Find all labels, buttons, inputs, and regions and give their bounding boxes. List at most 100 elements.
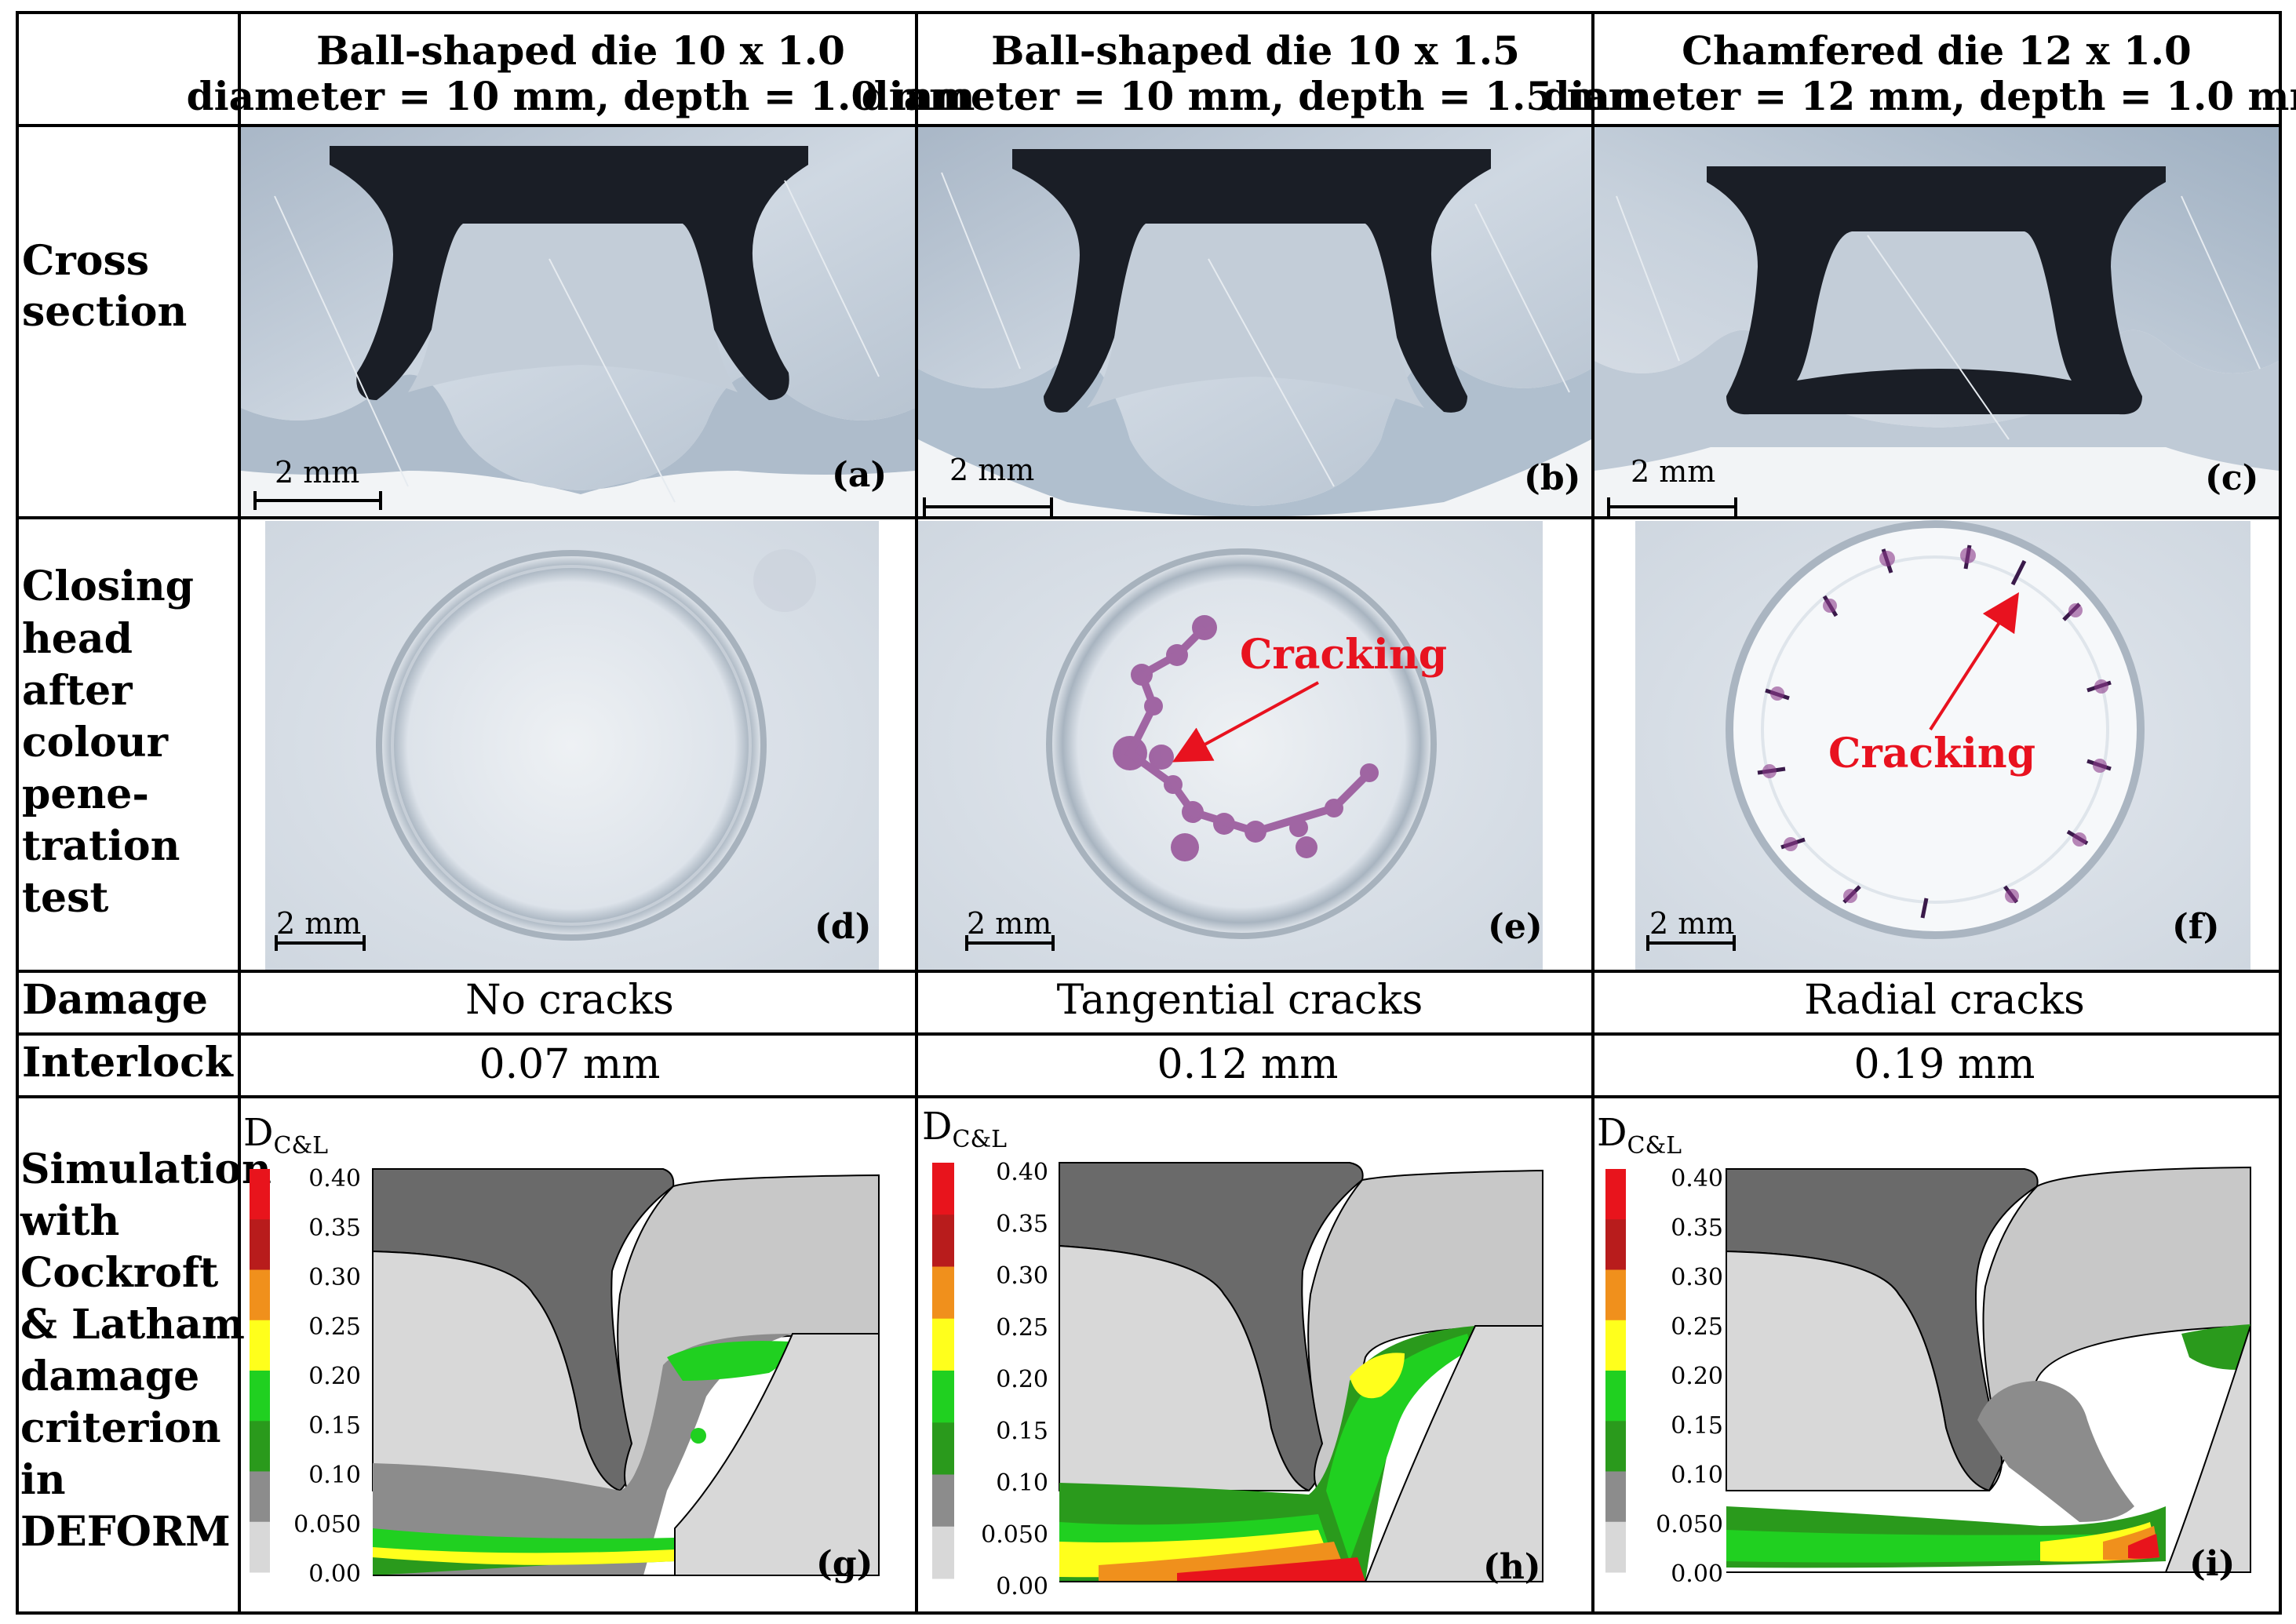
- dye-stain: [1113, 615, 1379, 861]
- row-label-sim-8: DEFORM: [20, 1508, 231, 1556]
- row-label-sim-6: criterion: [20, 1404, 221, 1452]
- legend-swatch: [1605, 1421, 1626, 1472]
- legend-swatch: [250, 1421, 270, 1472]
- scale-bar-label-d: 2 mm: [276, 906, 361, 941]
- simulation-panel-i: DC&L 0.40 0.35 0.30 0.25 0.20 0.15 0.10 0.050 0.…: [1597, 1111, 2251, 1588]
- header-title-2: Ball-shaped die 10 x 1.5: [991, 27, 1520, 74]
- legend-tick-label: 0.25: [996, 1314, 1048, 1342]
- legend-swatch: [932, 1422, 954, 1475]
- legend-swatch: [250, 1219, 270, 1270]
- legend-swatch: [1605, 1371, 1626, 1422]
- cross-section-image-a: 2 mm (a): [241, 127, 915, 516]
- closing-head-image-d: 2 mm (d): [265, 521, 879, 970]
- row-label-damage: Damage: [22, 976, 208, 1024]
- row-label-cross-2: section: [22, 288, 187, 336]
- legend-tick-label: 0.10: [308, 1462, 361, 1489]
- crack-arrow-e: [1172, 681, 1319, 763]
- header-subtitle-3: diameter = 12 mm, depth = 1.0 mm: [1543, 73, 2296, 119]
- panel-label-g: (g): [816, 1544, 873, 1584]
- legend-tick-label: 0.35: [996, 1211, 1048, 1238]
- panel-label-b: (b): [1524, 458, 1580, 498]
- legend-tick-label: 0.30: [308, 1264, 361, 1291]
- legend-tick-label: 0.20: [1671, 1363, 1723, 1390]
- cracking-label-e: Cracking: [1240, 631, 1447, 679]
- legend-tick-label: 0.30: [996, 1262, 1048, 1290]
- panel-label-a: (a): [832, 455, 887, 495]
- legend-swatch: [250, 1169, 270, 1220]
- scale-bar-label-a: 2 mm: [275, 455, 359, 490]
- header-title-1: Ball-shaped die 10 x 1.0: [316, 27, 845, 74]
- row-label-cross-1: Cross: [22, 237, 149, 285]
- legend-swatch: [1605, 1471, 1626, 1523]
- interlock-value-3: 0.19 mm: [1854, 1041, 2035, 1088]
- panel-label-h: (h): [1483, 1547, 1541, 1587]
- crack-arrow-f: [1929, 592, 2020, 731]
- panel-label-i: (i): [2189, 1544, 2235, 1584]
- legend-i: DC&L 0.40 0.35 0.30 0.25 0.20 0.15 0.10 0.050 0.…: [1597, 1111, 1723, 1588]
- legend-symbol-i: DC&L: [1597, 1111, 1682, 1160]
- panel-label-f: (f): [2172, 907, 2220, 947]
- legend-swatch: [1605, 1521, 1626, 1573]
- panel-label-e: (e): [1488, 907, 1543, 947]
- header-title-3: Chamfered die 12 x 1.0: [1682, 27, 2192, 74]
- legend-swatch: [250, 1521, 270, 1573]
- row-label-closing-6: tration: [22, 822, 180, 870]
- legend-swatch: [1605, 1219, 1626, 1270]
- legend-tick-label: 0.35: [1671, 1214, 1723, 1242]
- row-label-closing-4: colour: [22, 719, 169, 766]
- legend-tick-label: 0.30: [1671, 1264, 1723, 1291]
- legend-tick-label: 0.00: [1671, 1560, 1723, 1588]
- table-grid: [16, 11, 2282, 1615]
- scale-bar-label-e: 2 mm: [967, 906, 1051, 941]
- legend-tick-label: 0.10: [996, 1469, 1048, 1497]
- cross-section-image-c: 2 mm (c): [1594, 127, 2279, 516]
- closing-head-image-f: Cracking 2 mm (f): [1635, 520, 2250, 970]
- column-headers: Ball-shaped die 10 x 1.0 diameter = 10 m…: [187, 27, 2296, 119]
- legend-swatch: [932, 1318, 954, 1371]
- interlock-value-1: 0.07 mm: [479, 1041, 661, 1088]
- legend-symbol-g: DC&L: [243, 1111, 328, 1160]
- legend-swatch: [932, 1526, 954, 1579]
- header-subtitle-1: diameter = 10 mm, depth = 1.0 mm: [187, 73, 975, 119]
- legend-tick-label: 0.20: [308, 1363, 361, 1390]
- cross-section-image-b: 2 mm (b): [918, 127, 1591, 516]
- row-label-sim-2: with: [20, 1197, 119, 1245]
- legend-symbol-h: DC&L: [922, 1105, 1007, 1153]
- legend-tick-label: 0.10: [1671, 1462, 1723, 1489]
- legend-swatch: [250, 1269, 270, 1321]
- legend-swatch: [932, 1371, 954, 1423]
- legend-tick-label: 0.00: [308, 1560, 361, 1588]
- legend-tick-label: 0.00: [996, 1573, 1048, 1600]
- row-label-sim-1: Simulation: [20, 1145, 272, 1193]
- cracking-label-f: Cracking: [1828, 730, 2035, 777]
- legend-tick-label: 0.050: [293, 1511, 361, 1538]
- row-label-interlock: Interlock: [22, 1039, 234, 1087]
- legend-tick-label: 0.15: [996, 1418, 1048, 1445]
- damage-value-2: Tangential cracks: [1057, 977, 1423, 1024]
- legend-swatch: [250, 1371, 270, 1422]
- interlock-row: 0.07 mm 0.12 mm 0.19 mm: [479, 1041, 2035, 1088]
- row-label-sim-7: in: [20, 1456, 66, 1504]
- legend-swatch: [932, 1474, 954, 1528]
- legend-tick-label: 0.15: [1671, 1412, 1723, 1440]
- legend-swatch: [1605, 1269, 1626, 1321]
- row-label-sim-4: & Latham: [20, 1301, 245, 1349]
- simulation-panel-g: DC&L 0.40 0.35 0.30 0.25 0.20 0.15 0.10 0.050 0.…: [243, 1111, 880, 1588]
- scale-bar-label-f: 2 mm: [1649, 906, 1734, 941]
- legend-swatch: [932, 1163, 954, 1215]
- legend-swatch: [250, 1471, 270, 1523]
- legend-swatch: [250, 1320, 270, 1371]
- scale-bar-label-c: 2 mm: [1631, 454, 1715, 489]
- legend-tick-label: 0.40: [996, 1159, 1048, 1186]
- row-label-sim-5: damage: [20, 1353, 199, 1400]
- legend-swatch: [932, 1214, 954, 1267]
- legend-tick-label: 0.40: [308, 1165, 361, 1193]
- legend-tick-label: 0.20: [996, 1366, 1048, 1393]
- legend-g: DC&L 0.40 0.35 0.30 0.25 0.20 0.15 0.10 0.050 0.…: [243, 1111, 361, 1588]
- legend-tick-label: 0.050: [1656, 1511, 1723, 1538]
- legend-swatch: [932, 1266, 954, 1320]
- row-label-closing-1: Closing: [22, 563, 194, 610]
- legend-swatch: [1605, 1169, 1626, 1220]
- legend-tick-label: 0.35: [308, 1214, 361, 1242]
